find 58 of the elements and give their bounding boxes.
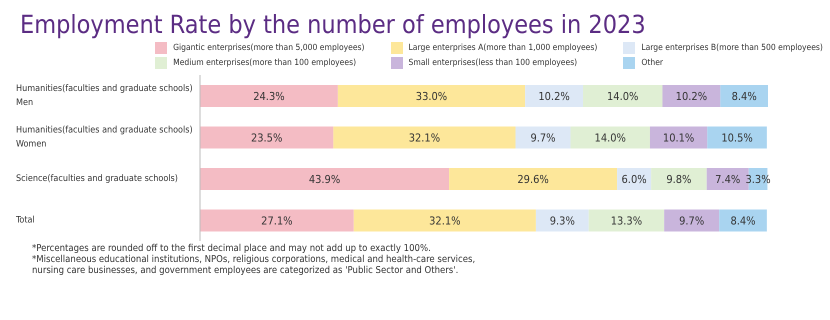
bar (338, 85, 526, 107)
bar (719, 210, 767, 232)
text: *Percentages are rounded off to the first decimal place and may not add up to exactly 100%. (32, 243, 432, 254)
data-label: 10.2% (676, 90, 708, 103)
bar (449, 168, 618, 190)
data-label: 43.9% (308, 172, 340, 186)
bar (200, 85, 338, 107)
legend-label: Medium enterprises(more than 100 employees) (173, 58, 356, 68)
data-label: 24.3% (253, 90, 285, 103)
bar (536, 210, 589, 232)
bar (515, 126, 571, 148)
data-label: 27.1% (261, 214, 293, 228)
y-tick-label: Humanities(faculties and graduate schools) Women (16, 125, 193, 150)
data-label: 33.0% (416, 90, 448, 103)
data-label: 10.2% (538, 90, 570, 103)
bar (354, 210, 536, 232)
legend-label: Small enterprises(less than 100 employees) (408, 58, 578, 68)
data-label: 9.3% (550, 214, 575, 228)
bar (651, 168, 707, 190)
data-label: 9.7% (679, 214, 704, 228)
legend-label: Other (641, 58, 664, 68)
bar (662, 85, 720, 107)
data-label: 8.4% (730, 214, 756, 228)
data-label: 10.1% (662, 131, 694, 144)
bar (664, 210, 720, 232)
data-label: 7.4% (715, 172, 740, 186)
bar (525, 85, 584, 107)
bar (333, 126, 516, 148)
data-label: 8.4% (732, 90, 757, 103)
y-tick-label: Total (15, 215, 35, 226)
data-label: 29.6% (517, 172, 549, 186)
data-label: 32.1% (408, 131, 440, 144)
legend-label: Large enterprises B(more than 500 employees) (641, 43, 823, 53)
data-label: 14.0% (594, 131, 626, 144)
chart-title: Employment Rate by the number of employees in 2023 (19, 9, 647, 41)
bar (650, 126, 708, 148)
data-label: 13.3% (610, 214, 642, 228)
data-label: 23.5% (250, 131, 282, 144)
data-label: 32.1% (429, 214, 461, 228)
bar (570, 126, 650, 148)
data-label: 6.0% (622, 172, 647, 186)
legend-label: Gigantic enterprises(more than 5,000 employees) (173, 43, 365, 53)
bar (588, 210, 664, 232)
data-label: 9.8% (666, 172, 692, 186)
text: *Miscellaneous educational institutions, NPOs, religious corporations, medical and health-care services, nursing care businesses, and government employees are categorized as 'Public Sector and Others'. (32, 254, 476, 276)
data-label: 14.0% (607, 90, 638, 103)
data-label: 10.5% (721, 131, 753, 144)
bar (707, 126, 767, 148)
bar (200, 210, 354, 232)
data-label: 9.7% (530, 131, 556, 144)
y-tick-label: Science(faculties and graduate schools) (16, 174, 178, 184)
bar (200, 168, 450, 190)
y-tick-label: Humanities(faculties and graduate schools) Men (16, 84, 193, 108)
bar (720, 85, 768, 107)
bar (200, 126, 334, 148)
legend-label: Large enterprises A(more than 1,000 employees) (408, 43, 598, 53)
bar (583, 85, 662, 107)
data-label: 3.3% (746, 172, 771, 186)
